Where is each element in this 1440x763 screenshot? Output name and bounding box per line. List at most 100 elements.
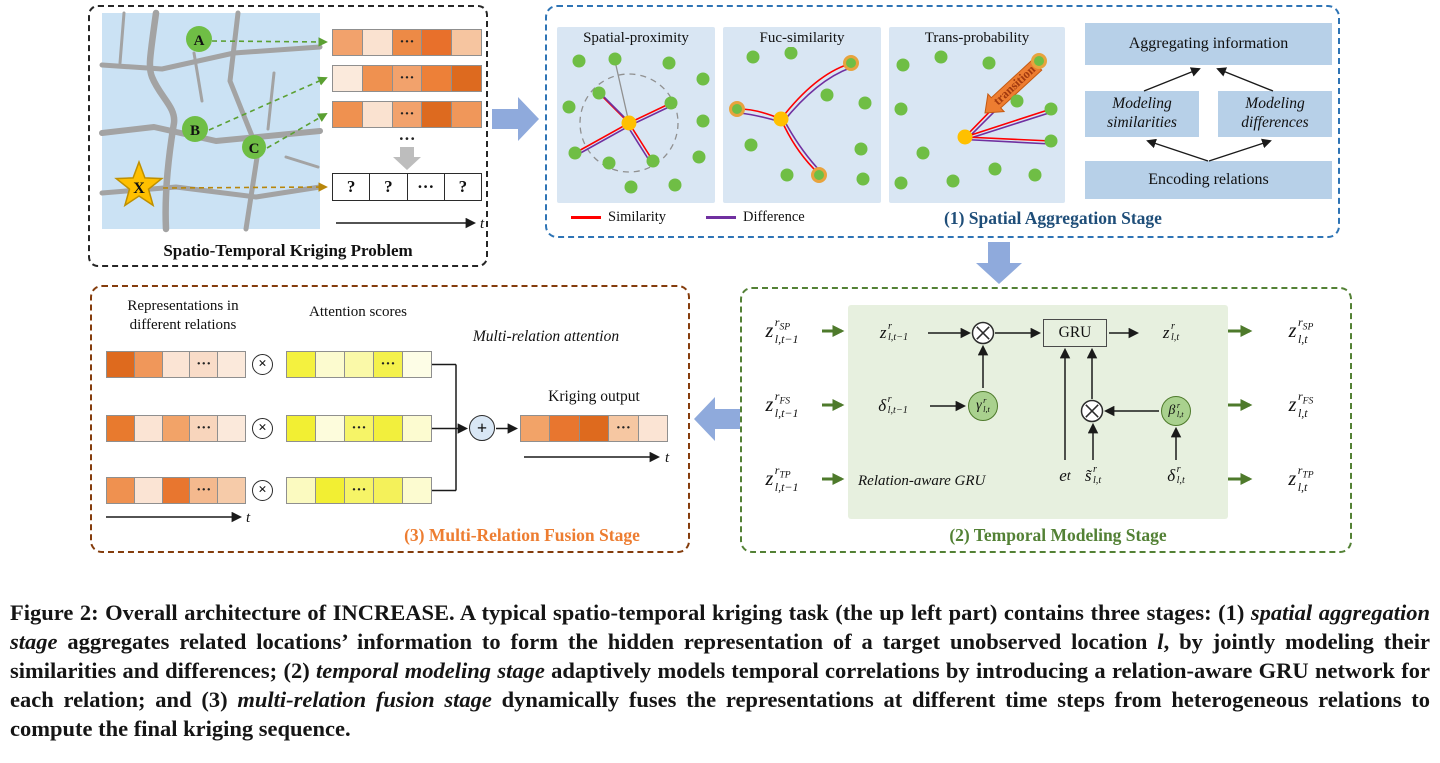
heat-cell	[421, 30, 452, 55]
sum-icon: +	[469, 415, 495, 441]
kriging-problem-title: Spatio-Temporal Kriging Problem	[163, 241, 413, 260]
down-arrow-icon	[393, 147, 421, 170]
time-axis-label: t	[480, 216, 485, 232]
kriging-output-label: Kriging output	[548, 388, 640, 405]
target-star	[114, 159, 164, 208]
z-next-label: z r l,t	[1162, 321, 1180, 343]
caption-segment: spatial aggregation stage	[10, 600, 1430, 654]
location-dots	[894, 50, 1058, 190]
heat-cell	[161, 478, 190, 503]
output-z-sp: z rSP l,t	[1288, 315, 1314, 346]
relation-gru-label: Relation-aware GRU	[858, 473, 986, 489]
caption-segment: adaptively models temporal correlations …	[10, 658, 1430, 712]
heat-cell: ···	[373, 352, 402, 377]
delta-prev-label: δ r l,t−1	[878, 394, 908, 416]
spatial-stage-label: (1) Spatial Aggregation Stage	[944, 208, 1162, 228]
heat-cell	[451, 66, 481, 91]
spatial-proximity-title: Spatial-proximity	[583, 30, 689, 46]
caption-segment: , by jointly modeling their similarities…	[10, 629, 1430, 683]
attention-row: ···	[286, 477, 432, 504]
heat-cell: ···	[344, 416, 373, 441]
figure-caption: Figure 2: Overall architecture of INCREA…	[10, 598, 1430, 743]
heat-cell	[217, 416, 245, 441]
spatial-proximity-graphic	[562, 52, 710, 194]
representation-row: ···	[106, 415, 246, 442]
heat-cell	[361, 102, 392, 127]
heat-cell	[287, 416, 315, 441]
heat-cell: ···	[391, 66, 422, 91]
time-axis-label: t	[665, 450, 670, 466]
heat-cell: ···	[391, 30, 422, 55]
heat-cell	[637, 416, 668, 441]
caption-segment: Figure 2: Overall architecture of INCREA…	[10, 600, 1251, 625]
heat-cell	[315, 416, 344, 441]
series-row: ···	[332, 101, 482, 128]
flow-arrow-down	[976, 242, 1022, 284]
beta-gate: β r l,t	[1161, 396, 1191, 426]
heat-cell: ···	[189, 478, 218, 503]
observation-connectors	[162, 37, 328, 192]
location-b-dot	[182, 116, 208, 142]
heat-cell	[451, 30, 481, 55]
series-row: ···	[332, 65, 482, 92]
query-cell: ?	[333, 174, 370, 200]
heat-cell	[333, 102, 362, 127]
trans-probability-title: Trans-probability	[924, 30, 1030, 46]
multiply-icon: ×	[252, 480, 273, 501]
legend-label: Difference	[743, 209, 805, 225]
heat-cell	[217, 352, 245, 377]
heat-cell	[402, 416, 431, 441]
representation-row: ···	[106, 351, 246, 378]
legend-item: Difference	[706, 209, 805, 226]
kriging-output-row: ···	[520, 415, 668, 442]
flow-arrow-left	[694, 397, 740, 441]
trans-probability-graphic: transition	[894, 50, 1058, 190]
location-c-dot	[242, 135, 266, 159]
kriging-problem-graphic: A B C X t	[99, 9, 485, 233]
representations-label: Representations in different relations	[127, 298, 239, 333]
caption-segment: l	[1157, 629, 1164, 654]
rows-ellipsis: ···	[398, 129, 416, 148]
input-z-fs: z rFS l,t−1	[765, 389, 799, 420]
heat-cell	[344, 352, 373, 377]
z-prev-label: z r l,t−1	[879, 321, 909, 343]
func-similarity-graphic	[729, 46, 872, 186]
heat-cell	[161, 416, 190, 441]
heat-cell: ···	[189, 416, 218, 441]
heat-cell	[107, 352, 134, 377]
gru-box: GRU	[1043, 319, 1107, 347]
heat-cell	[133, 416, 162, 441]
heat-cell	[421, 102, 452, 127]
fusion-stage-label: (3) Multi-Relation Fusion Stage	[404, 525, 640, 545]
heat-cell	[161, 352, 190, 377]
heat-cell	[333, 66, 362, 91]
temporal-modeling-panel: z rSP l,t−1 z rFS l,t−1 z rTP l,t−1 z r l,t−1 GR…	[740, 287, 1352, 553]
similarity-difference-links	[738, 63, 851, 174]
heat-cell	[315, 352, 344, 377]
query-cell: ?	[443, 174, 481, 200]
location-a-label: A	[194, 33, 205, 49]
location-a-dot	[186, 26, 212, 52]
time-axis-label: t	[246, 510, 251, 526]
output-z-fs: z rFS l,t	[1288, 389, 1314, 420]
caption-segment: multi-relation fusion stage	[237, 687, 492, 712]
func-similarity-title: Fuc-similarity	[759, 30, 845, 46]
modeling-differences-box: Modeling differences	[1218, 91, 1332, 137]
heat-cell	[402, 478, 431, 503]
location-c-label: C	[249, 141, 260, 157]
attention-row: ···	[286, 351, 432, 378]
target-dot	[957, 129, 973, 145]
gamma-gate: γ r l,t	[968, 391, 998, 421]
modeling-similarities-box: Modeling similarities	[1085, 91, 1199, 137]
input-z-tp: z rTP l,t−1	[765, 463, 799, 494]
heat-cell	[107, 478, 134, 503]
heat-cell	[373, 478, 402, 503]
heat-cell: ···	[391, 102, 422, 127]
caption-segment: dynamically fuses the representations at…	[10, 687, 1430, 741]
output-z-tp: z rTP l,t	[1288, 463, 1314, 494]
heat-cell	[549, 416, 579, 441]
legend-line-icon	[706, 216, 736, 219]
heat-cell: ···	[344, 478, 373, 503]
representation-row: ···	[106, 477, 246, 504]
